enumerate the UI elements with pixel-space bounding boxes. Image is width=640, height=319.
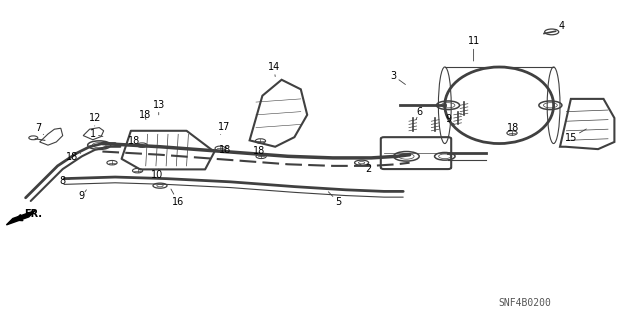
Text: 15: 15 <box>564 129 586 143</box>
Text: 5: 5 <box>328 192 341 207</box>
Text: 7: 7 <box>35 123 44 135</box>
Text: 18: 18 <box>507 123 520 134</box>
Text: 18: 18 <box>253 145 266 156</box>
Text: 18: 18 <box>219 145 232 155</box>
Text: 2: 2 <box>360 164 371 174</box>
Text: 8: 8 <box>60 176 73 186</box>
Text: 3: 3 <box>390 71 405 85</box>
Text: 18: 18 <box>138 110 151 120</box>
Text: 17: 17 <box>218 122 230 135</box>
Text: 16: 16 <box>171 189 184 207</box>
Text: 6: 6 <box>416 107 422 120</box>
Text: 9: 9 <box>445 114 454 124</box>
Text: 13: 13 <box>152 100 165 115</box>
Text: 18: 18 <box>128 136 141 146</box>
Text: FR.: FR. <box>24 209 42 219</box>
Text: 14: 14 <box>268 62 280 77</box>
Text: 18: 18 <box>65 152 81 162</box>
Text: 12: 12 <box>88 113 101 126</box>
Text: 1: 1 <box>90 129 103 139</box>
Text: 9: 9 <box>79 190 86 201</box>
Text: 10: 10 <box>150 169 163 181</box>
Text: 11: 11 <box>467 36 480 61</box>
Polygon shape <box>6 211 35 225</box>
Text: SNF4B0200: SNF4B0200 <box>499 298 551 308</box>
Text: 4: 4 <box>556 21 565 31</box>
